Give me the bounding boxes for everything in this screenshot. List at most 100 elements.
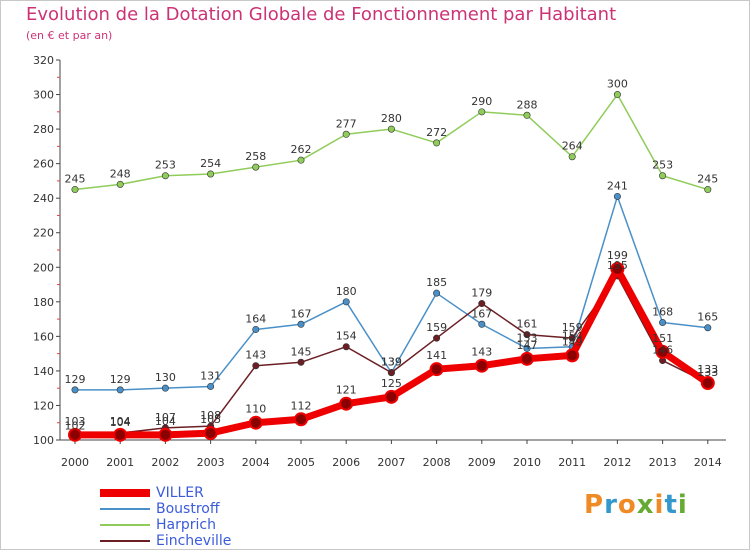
data-label-viller: 151 <box>652 332 673 345</box>
data-label-viller: 105 <box>200 413 221 426</box>
data-label-harprich: 258 <box>245 150 266 163</box>
x-tick-label: 2004 <box>242 456 270 469</box>
legend: VILLER Boustroff Harprich Eincheville <box>100 485 231 549</box>
data-label-harprich: 272 <box>426 126 447 139</box>
data-label-eincheville: 133 <box>697 366 718 379</box>
point-viller <box>203 426 218 441</box>
point-harprich <box>387 125 395 133</box>
point-boustroff <box>523 344 531 352</box>
point-harprich <box>659 172 667 180</box>
legend-item-harprich: Harprich <box>100 517 231 533</box>
point-harprich <box>523 111 531 119</box>
point-viller <box>565 348 580 363</box>
point-eincheville <box>568 334 576 342</box>
x-tick-label: 2002 <box>151 456 179 469</box>
data-label-viller: 147 <box>517 339 538 352</box>
point-harprich <box>342 130 350 138</box>
x-tick-label: 2008 <box>423 456 451 469</box>
data-label-boustroff: 185 <box>426 276 447 289</box>
logo-letter: i <box>677 490 688 520</box>
data-label-viller: 104 <box>155 415 176 428</box>
data-label-harprich: 280 <box>381 112 402 125</box>
logo-letter: P <box>584 490 605 520</box>
legend-label-boustroff: Boustroff <box>156 501 220 517</box>
point-harprich <box>161 172 169 180</box>
point-viller <box>158 427 173 442</box>
point-boustroff <box>297 320 305 328</box>
data-label-harprich: 253 <box>155 159 176 172</box>
point-boustroff <box>704 324 712 332</box>
logo-letter: o <box>617 490 637 520</box>
data-label-eincheville: 145 <box>291 345 312 358</box>
data-label-eincheville: 159 <box>426 321 447 334</box>
point-viller <box>113 427 128 442</box>
data-label-eincheville: 108 <box>200 409 221 422</box>
data-label-boustroff: 131 <box>200 369 221 382</box>
point-boustroff <box>71 386 79 394</box>
data-label-eincheville: 104 <box>110 416 131 429</box>
legend-item-boustroff: Boustroff <box>100 501 231 517</box>
point-viller <box>294 412 308 427</box>
data-label-viller: 103 <box>65 415 86 428</box>
legend-item-viller: VILLER <box>100 485 231 501</box>
x-tick-label: 2014 <box>694 456 722 469</box>
data-label-viller: 104 <box>110 415 131 428</box>
y-tick-label: 260 <box>33 158 54 171</box>
y-tick-label: 140 <box>33 365 54 378</box>
data-label-harprich: 245 <box>65 173 86 186</box>
point-harprich <box>252 163 260 171</box>
legend-swatch-boustroff <box>100 508 150 510</box>
point-harprich <box>207 170 215 178</box>
logo-letter: i <box>654 490 665 520</box>
data-label-boustroff: 165 <box>697 311 718 324</box>
point-boustroff <box>161 384 169 392</box>
point-viller <box>474 358 489 373</box>
y-tick-label: 160 <box>33 330 54 343</box>
data-label-harprich: 300 <box>607 78 628 91</box>
data-label-harprich: 253 <box>652 159 673 172</box>
logo-letter: t <box>664 490 678 520</box>
data-label-harprich: 245 <box>697 173 718 186</box>
data-label-boustroff: 167 <box>471 307 492 320</box>
data-label-eincheville: 179 <box>471 287 492 300</box>
data-label-boustroff: 130 <box>155 371 176 384</box>
data-label-boustroff: 129 <box>110 373 131 386</box>
y-tick-label: 120 <box>33 399 54 412</box>
plot-area <box>60 60 726 440</box>
data-label-harprich: 290 <box>471 95 492 108</box>
data-label-boustroff: 168 <box>652 306 673 319</box>
x-tick-label: 2001 <box>106 456 134 469</box>
x-tick-label: 2010 <box>513 456 541 469</box>
legend-label-viller: VILLER <box>156 485 204 501</box>
point-eincheville <box>297 358 305 366</box>
point-eincheville <box>252 362 260 370</box>
data-label-harprich: 248 <box>110 167 131 180</box>
logo-letter: x <box>636 490 655 520</box>
data-label-viller: 149 <box>562 335 583 348</box>
point-viller <box>429 362 444 377</box>
point-viller <box>248 415 263 430</box>
data-label-eincheville: 107 <box>155 411 176 424</box>
point-viller <box>520 351 534 366</box>
point-boustroff <box>116 386 124 394</box>
y-tick-label: 180 <box>33 296 54 309</box>
legend-label-harprich: Harprich <box>156 517 216 533</box>
data-label-boustroff: 139 <box>381 356 402 369</box>
data-label-eincheville: 143 <box>245 349 266 362</box>
proxiti-logo: Proxiti <box>584 490 688 520</box>
data-label-eincheville: 139 <box>381 356 402 369</box>
y-tick-label: 100 <box>33 434 54 447</box>
point-harprich <box>297 156 305 164</box>
data-label-harprich: 277 <box>336 117 357 130</box>
x-tick-label: 2012 <box>603 456 631 469</box>
legend-item-eincheville: Eincheville <box>100 533 231 549</box>
data-label-eincheville: 161 <box>517 318 538 331</box>
data-label-boustroff: 241 <box>607 179 628 192</box>
point-viller <box>700 376 715 390</box>
point-eincheville <box>387 369 395 377</box>
y-tick-label: 320 <box>33 54 54 67</box>
x-tick-label: 2007 <box>377 456 405 469</box>
point-harprich <box>704 186 712 194</box>
data-label-eincheville: 102 <box>65 420 86 433</box>
